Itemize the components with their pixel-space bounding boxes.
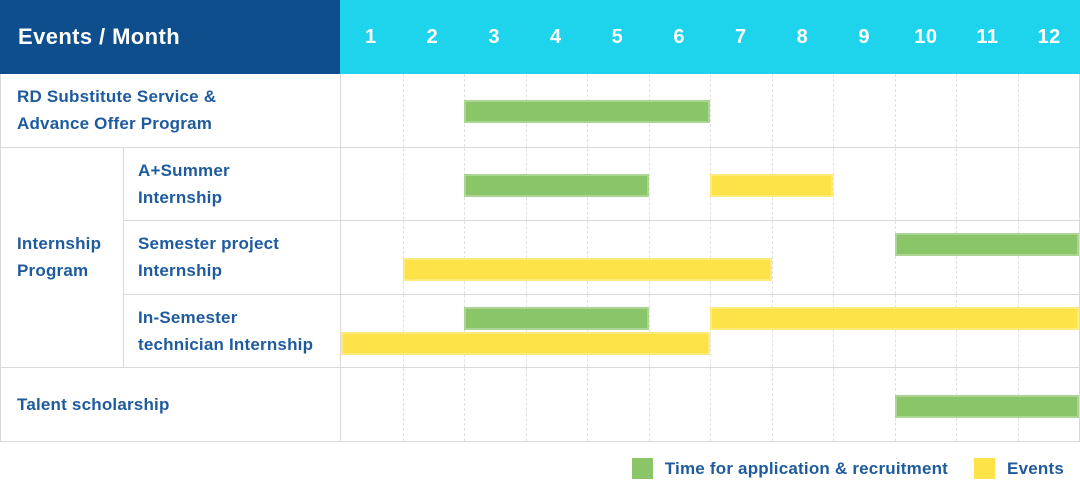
legend-label: Events <box>1007 458 1064 478</box>
month-gridline <box>648 147 650 221</box>
row-label-line: Semester project <box>138 234 280 254</box>
month-gridline <box>710 221 711 294</box>
month-gridline <box>894 294 896 368</box>
month-gridline <box>771 294 773 368</box>
month-gridline <box>894 221 896 294</box>
month-label: 9 <box>858 25 870 48</box>
gantt-bar-green <box>894 233 1079 257</box>
row-label-line: A+Summer <box>138 160 230 180</box>
gantt-table: Events / Month 1 2 3 4 5 6 7 8 9 10 11 12 RD Substi… <box>0 0 1080 442</box>
group-label-line: Program <box>17 261 89 281</box>
row-label-a-summer: A+Summer Internship <box>123 147 340 222</box>
row-label-line: RD Substitute Service & <box>17 87 217 107</box>
month-gridline <box>402 294 404 368</box>
row-label-line: Advance Offer Program <box>17 114 213 134</box>
month-label: 2 <box>426 25 439 48</box>
month-gridline <box>402 368 404 441</box>
month-gridline <box>956 74 957 147</box>
chart-row-semester-project <box>340 221 1080 295</box>
month-gridline <box>710 74 711 147</box>
month-gridline <box>956 294 957 368</box>
legend-item-application-recruitment: Time for application & recruitment <box>631 458 949 479</box>
month-label: 5 <box>611 25 624 48</box>
row-label-line: Internship <box>138 261 223 281</box>
month-gridline <box>1017 221 1019 294</box>
month-gridline <box>1017 74 1019 147</box>
chart-row-talent-scholarship <box>340 368 1080 442</box>
month-gridline <box>710 368 711 441</box>
month-gridline <box>648 368 650 441</box>
month-gridline <box>648 294 650 368</box>
chart-row-a-summer <box>340 147 1080 222</box>
month-gridline <box>1017 147 1019 221</box>
chart-row-in-semester <box>340 294 1080 369</box>
month-gridline <box>525 368 527 441</box>
month-gridline <box>833 74 834 147</box>
gantt-bar-green <box>894 394 1079 418</box>
month-label: 3 <box>488 25 500 48</box>
gantt-bar-green <box>464 307 649 331</box>
row-label-talent-scholarship: Talent scholarship <box>0 368 340 442</box>
month-gridline <box>956 221 957 294</box>
month-gridline <box>402 221 404 294</box>
month-gridline <box>833 221 834 294</box>
month-header-row: 1 2 3 4 5 6 7 8 9 10 11 12 <box>340 0 1080 74</box>
yellow-swatch-icon <box>974 458 996 479</box>
month-gridline <box>525 294 527 368</box>
group-label-line: Internship <box>17 234 102 254</box>
green-swatch-icon <box>631 458 653 479</box>
gantt-bar-yellow <box>710 307 1079 331</box>
month-label: 6 <box>673 25 685 48</box>
month-gridline <box>771 368 773 441</box>
month-gridline <box>894 147 896 221</box>
month-label: 11 <box>976 25 999 48</box>
chart-row-rd-substitute <box>340 74 1080 148</box>
month-gridline <box>894 74 896 147</box>
row-label-line: Internship <box>138 187 223 207</box>
month-gridline <box>464 221 465 294</box>
month-gridline <box>402 74 404 147</box>
month-label: 1 <box>365 25 377 48</box>
gantt-bar-yellow <box>710 173 833 197</box>
month-label: 7 <box>735 25 747 48</box>
events-month-header-label: Events / Month <box>18 24 181 49</box>
row-label-in-semester: In-Semester technician Internship <box>123 294 340 369</box>
row-label-line: In-Semester <box>138 308 238 328</box>
month-gridline <box>464 368 465 441</box>
legend-label: Time for application & recruitment <box>664 458 949 478</box>
month-label: 12 <box>1037 25 1061 48</box>
month-gridline <box>464 294 465 368</box>
month-gridline <box>587 294 588 368</box>
month-label: 8 <box>796 25 809 48</box>
month-gridline <box>587 221 588 294</box>
month-gridline <box>648 221 650 294</box>
month-gridline <box>956 147 957 221</box>
month-gridline <box>833 294 834 368</box>
month-gridline <box>771 221 773 294</box>
month-gridline <box>1017 294 1019 368</box>
legend-item-events: Events <box>974 458 1064 479</box>
legend: Time for application & recruitment Event… <box>631 458 1064 479</box>
row-label-semester-project: Semester project Internship <box>123 221 340 295</box>
group-label-internship-program: Internship Program <box>0 147 123 369</box>
month-gridline <box>402 147 404 221</box>
gantt-bar-yellow <box>402 258 772 282</box>
events-month-header-cell: Events / Month <box>0 0 340 74</box>
gantt-bar-yellow <box>341 332 710 356</box>
month-gridline <box>587 368 588 441</box>
month-label: 10 <box>914 25 938 48</box>
month-gridline <box>710 294 711 368</box>
month-gridline <box>833 147 834 221</box>
gantt-bar-green <box>464 100 710 124</box>
row-label-rd-substitute: RD Substitute Service & Advance Offer Pr… <box>0 74 340 148</box>
month-gridline <box>833 368 834 441</box>
month-gridline <box>525 221 527 294</box>
month-label: 4 <box>550 25 562 48</box>
gantt-bar-green <box>464 173 649 197</box>
month-gridline <box>771 74 773 147</box>
row-label-line: technician Internship <box>138 335 314 355</box>
row-label-line: Talent scholarship <box>17 395 170 415</box>
